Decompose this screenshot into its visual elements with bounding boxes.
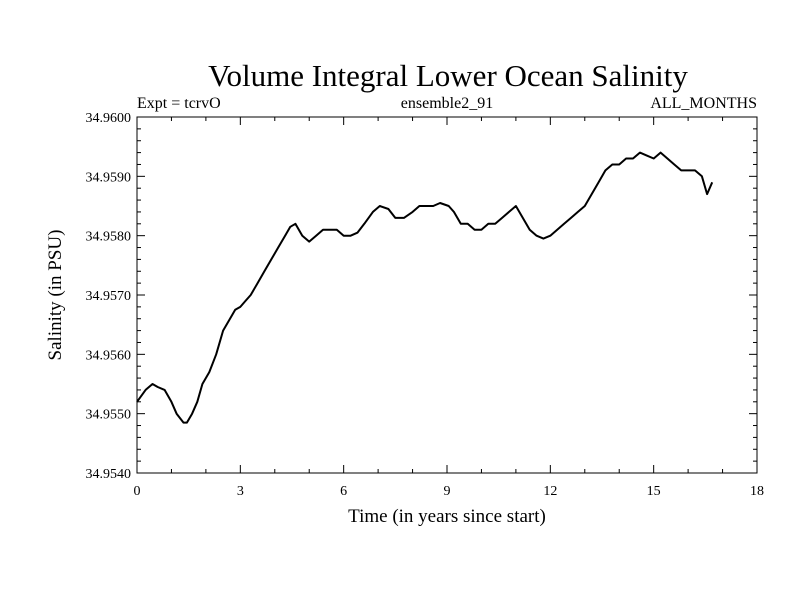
salinity-series-line xyxy=(136,151,714,424)
x-tick-label: 9 xyxy=(444,484,451,499)
y-tick-label: 34.9580 xyxy=(86,230,132,245)
subtitle-experiment: Expt = tcrvO xyxy=(137,95,221,112)
y-tick-label: 34.9560 xyxy=(86,348,132,363)
y-tick-label: 34.9570 xyxy=(86,289,132,304)
x-tick-label: 12 xyxy=(543,484,557,499)
x-tick-label: 6 xyxy=(340,484,347,499)
subtitle-ensemble: ensemble2_91 xyxy=(401,95,493,112)
x-axis-label: Time (in years since start) xyxy=(348,506,546,527)
y-tick-label: 34.9590 xyxy=(86,170,132,185)
subtitle-months: ALL_MONTHS xyxy=(650,95,757,112)
x-tick-label: 0 xyxy=(134,484,141,499)
x-axis-ticks: 0 3 6 9 12 15 18 xyxy=(134,117,764,499)
x-tick-label: 3 xyxy=(237,484,244,499)
y-axis-label: Salinity (in PSU) xyxy=(45,230,66,361)
y-tick-label: 34.9600 xyxy=(86,111,132,126)
chart-title: Volume Integral Lower Ocean Salinity xyxy=(208,58,688,93)
y-tick-label: 34.9540 xyxy=(86,467,132,482)
x-tick-label: 15 xyxy=(647,484,661,499)
y-tick-label: 34.9550 xyxy=(86,408,132,423)
y-axis-ticks: 34.9540 34.9550 34.9560 34.9570 34.9580 34.95… xyxy=(86,111,757,482)
x-tick-label: 18 xyxy=(750,484,764,499)
plot-frame xyxy=(136,116,758,474)
